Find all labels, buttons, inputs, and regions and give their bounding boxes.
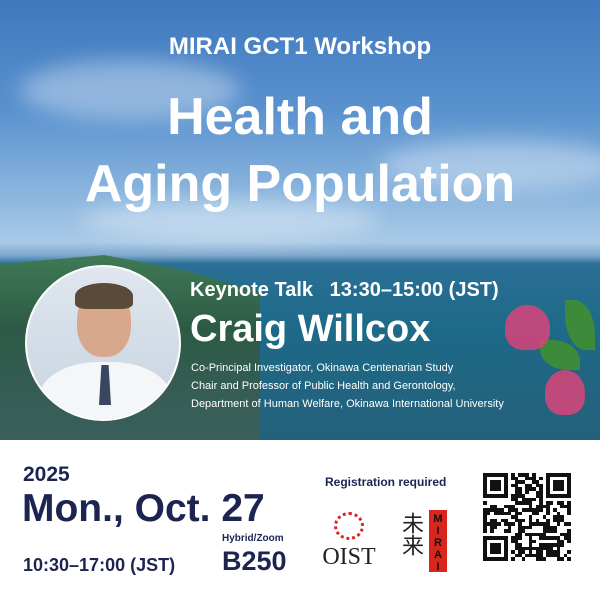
qr-code[interactable]: [483, 473, 571, 561]
speaker-name: Craig Willcox: [190, 308, 431, 350]
affiliation-3: Department of Human Welfare, Okinawa Int…: [191, 398, 504, 410]
mirai-logo: 未来 MIRAI: [398, 510, 450, 574]
event-year: 2025: [23, 463, 70, 486]
affiliation-2: Chair and Professor of Public Health and…: [191, 380, 456, 392]
oist-logo: OIST: [318, 510, 380, 574]
title-line-1: Health and: [167, 88, 433, 146]
title-line-2: Aging Population: [84, 155, 516, 213]
keynote-time: 13:30–15:00 (JST): [329, 279, 499, 301]
speaker-photo: [25, 265, 181, 421]
hibiscus-image: [505, 305, 550, 350]
affiliation-1: Co-Principal Investigator, Okinawa Cente…: [191, 362, 454, 374]
event-date: Mon., Oct. 27: [22, 487, 265, 530]
event-room: B250: [222, 546, 287, 576]
event-hours: 10:30–17:00 (JST): [23, 555, 176, 575]
registration-note: Registration required: [325, 475, 447, 489]
workshop-series: MIRAI GCT1 Workshop: [168, 33, 432, 60]
oist-dragon-icon: [334, 512, 364, 540]
hero-banner: MIRAI GCT1 Workshop Health and Aging Pop…: [0, 0, 600, 440]
keynote-label: Keynote Talk: [190, 279, 313, 301]
event-format: Hybrid/Zoom: [222, 533, 284, 544]
